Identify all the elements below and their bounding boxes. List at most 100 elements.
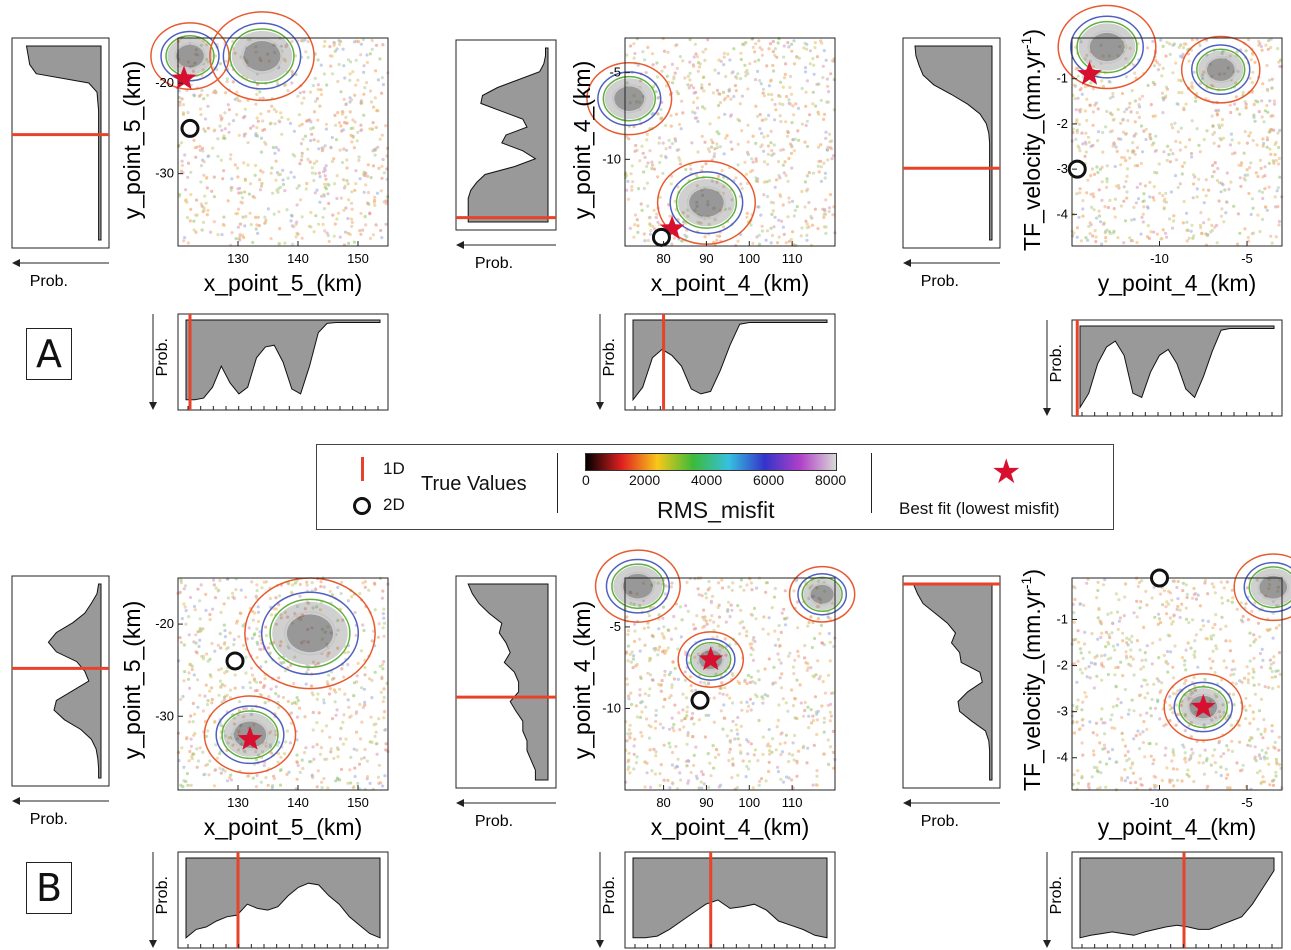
y-tick-label: -30 [155,708,174,723]
prob-arrow-head [149,402,157,410]
hist-area [467,47,549,223]
true-value-circle [651,227,671,247]
legend: 1D 2D True Values 0 2000 4000 6000 8000 RMS_… [316,444,1114,530]
colorbar-tick-label: 6000 [753,472,785,488]
star-icon: ★ [991,453,1022,491]
density-shading [678,179,735,227]
x-tick-label: -10 [1150,251,1169,266]
hist-area [47,583,102,779]
density-core [1089,32,1125,62]
hist-area [185,319,381,401]
y-tick-label: -5 [609,619,621,634]
contour-line [594,549,681,623]
prob-label: Prob. [475,813,513,830]
contour-line [669,171,744,235]
contour-line [1178,685,1228,729]
x-tick-label: 130 [227,795,249,810]
contour-line [1191,44,1251,96]
legend-true-values-label: True Values [421,473,527,495]
plot-frame [177,577,389,791]
x-axis-label: x_point_5_(km) [204,270,363,296]
density-core [1206,58,1235,81]
density-cluster [1057,4,1157,90]
true-value-circle [1150,568,1169,588]
contour-line [597,71,662,127]
colorbar [585,453,837,471]
contour-line [677,631,745,688]
y-tick-label: -3 [1056,161,1068,176]
plot-frame [1071,37,1283,247]
contour-line [174,42,206,70]
y-tick-label: -2 [1056,658,1068,673]
contour-line [686,185,727,220]
density-core [286,614,334,653]
contour-line [605,558,671,614]
contour-line [260,591,360,676]
x-tick-label: 140 [287,795,309,810]
chart-A3: -10 -5 -1 -2 -3 -4 y_point_4_(km) TF_velocity_(… [902,4,1284,417]
contour-line [203,695,297,775]
legend-divider-2 [871,453,872,513]
true-value-circle [180,118,200,138]
x-tick-label: 130 [227,251,249,266]
prob-label: Prob. [1048,344,1065,382]
best-fit-star-icon [659,215,685,240]
prob-label: Prob. [475,255,513,272]
contour-line [221,710,279,760]
density-cluster [209,11,315,102]
x-tick-label: 80 [656,251,670,266]
density-shading [1078,23,1136,71]
x-tick-label: -5 [1241,251,1253,266]
hist-area [632,857,828,939]
y-axis-label: y_point_4_(km) [569,601,595,760]
plot-area [625,578,835,790]
x-tick-label: -10 [1150,795,1169,810]
prob-label: Prob. [601,338,618,376]
density-cluster [656,160,757,245]
x-tick-label: 150 [347,251,369,266]
contour-line [241,38,283,74]
contour-line [675,176,738,229]
prob-label: Prob. [1048,876,1065,914]
hist-area [467,583,549,781]
prob-arrow-head [12,797,20,805]
y-axis-label: y_point_5_(km) [119,601,145,760]
density-core [243,40,281,72]
colorbar-title: RMS_misfit [657,497,775,523]
contour-line [209,11,315,102]
contour-line [1248,566,1291,609]
prob-label: Prob. [921,273,959,290]
scatter-points [176,36,390,247]
scatter-points [1070,37,1284,247]
x-tick-label: 90 [699,795,713,810]
plot-frame [624,577,836,791]
contour-line [160,30,220,82]
y-tick-label: -20 [155,616,174,631]
contour-line [229,28,295,84]
hist-area [914,45,993,241]
density-shading [167,37,213,75]
density-cluster [150,22,230,91]
y-tick-label: -10 [602,151,621,166]
x-tick-label: 100 [738,251,760,266]
legend-divider [557,453,558,513]
density-core [176,44,204,68]
prob-arrow-head [456,799,464,807]
legend-best-fit-label: Best fit (lowest misfit) [899,499,1060,518]
prob-arrow-head [596,940,604,948]
x-tick-label: 80 [656,795,670,810]
x-axis-label: x_point_4_(km) [651,270,810,296]
prob-arrow-head [903,799,911,807]
plot-frame [624,37,836,247]
density-shading [1198,50,1244,89]
y-tick-label: -20 [155,75,174,90]
density-core [1259,575,1288,599]
marginal-hist-y: Prob. [902,575,1001,830]
chart-A2: 80 90 100 110 -5 -10 x_point_4_(km) y_point_4_(… [455,36,837,411]
hist-area [1079,325,1275,410]
true-value-circle [690,690,710,710]
marginal-hist-x: Prob. [149,313,389,411]
prob-label: Prob. [154,876,171,914]
chart-B1: 130 140 150 -20 -30 x_point_5_(km) y_point_5_(… [11,575,390,949]
